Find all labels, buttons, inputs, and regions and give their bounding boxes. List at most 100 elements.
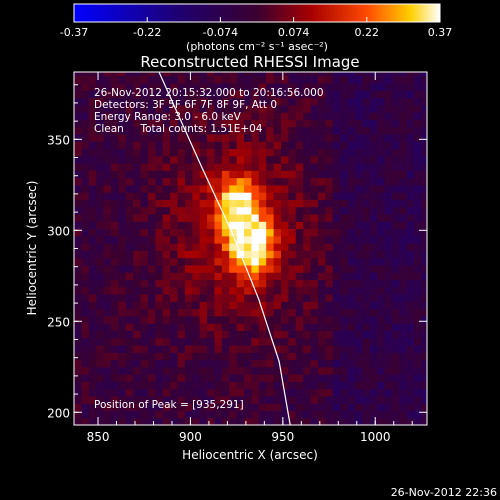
heatmap-cell — [295, 344, 304, 353]
heatmap-cell — [303, 112, 312, 120]
heatmap-cell — [332, 75, 341, 84]
heatmap-cell — [133, 199, 142, 208]
heatmap-cell — [199, 213, 208, 222]
heatmap-cell — [133, 192, 142, 200]
heatmap-cell — [74, 395, 82, 404]
heatmap-cell — [399, 90, 408, 99]
heatmap-cell — [177, 243, 186, 251]
heatmap-cell — [258, 235, 267, 244]
heatmap-cell — [155, 403, 164, 412]
heatmap-cell — [325, 213, 334, 222]
heatmap-cell — [377, 323, 386, 331]
heatmap-cell — [340, 308, 349, 317]
heatmap-cell — [332, 170, 341, 179]
heatmap-cell — [325, 352, 334, 361]
heatmap-cell — [273, 264, 282, 273]
heatmap-cell — [362, 315, 371, 324]
heatmap-cell — [140, 308, 149, 317]
heatmap-cell — [155, 272, 164, 281]
heatmap-cell — [280, 112, 289, 120]
heatmap-cell — [280, 272, 289, 281]
heatmap-cell — [170, 279, 179, 288]
heatmap-cell — [347, 177, 356, 186]
heatmap-cell — [81, 257, 90, 266]
heatmap-cell — [421, 184, 427, 193]
heatmap-cell — [384, 104, 393, 113]
heatmap-cell — [125, 257, 134, 266]
y-tick-label: 250 — [47, 315, 70, 329]
heatmap-cell — [147, 90, 156, 99]
heatmap-cell — [133, 250, 142, 259]
heatmap-cell — [399, 82, 408, 91]
heatmap-cell — [251, 301, 260, 310]
heatmap-cell — [170, 170, 179, 179]
heatmap-cell — [384, 264, 393, 273]
heatmap-cell — [199, 352, 208, 361]
heatmap-cell — [74, 301, 82, 310]
heatmap-cell — [399, 184, 408, 193]
heatmap-cell — [354, 308, 363, 317]
heatmap-cell — [96, 97, 105, 106]
heatmap-cell — [325, 417, 334, 425]
heatmap-cell — [317, 359, 326, 368]
heatmap-cell — [74, 388, 82, 397]
heatmap-cell — [251, 199, 260, 208]
heatmap-cell — [362, 395, 371, 404]
heatmap-cell — [399, 162, 408, 171]
heatmap-cell — [332, 250, 341, 259]
heatmap-cell — [399, 155, 408, 164]
heatmap-cell — [155, 410, 164, 419]
heatmap-cell — [184, 90, 193, 99]
heatmap-cell — [354, 359, 363, 368]
heatmap-cell — [332, 279, 341, 288]
heatmap-cell — [147, 279, 156, 288]
heatmap-cell — [170, 264, 179, 273]
heatmap-cell — [325, 395, 334, 404]
heatmap-cell — [207, 388, 216, 397]
heatmap-cell — [251, 330, 260, 339]
heatmap-cell — [258, 148, 267, 157]
heatmap-cell — [192, 279, 201, 288]
heatmap-cell — [118, 155, 127, 164]
heatmap-cell — [273, 206, 282, 215]
heatmap-cell — [74, 410, 82, 419]
heatmap-cell — [362, 366, 371, 375]
heatmap-cell — [251, 126, 260, 135]
heatmap-cell — [147, 352, 156, 361]
heatmap-cell — [384, 72, 393, 77]
heatmap-cell — [229, 119, 238, 128]
heatmap-cell — [391, 162, 400, 171]
heatmap-cell — [414, 184, 423, 193]
heatmap-cell — [81, 155, 90, 164]
heatmap-cell — [162, 221, 171, 230]
heatmap-cell — [88, 119, 97, 128]
heatmap-cell — [81, 206, 90, 215]
heatmap-cell — [391, 323, 400, 331]
heatmap-cell — [391, 388, 400, 397]
heatmap-cell — [140, 90, 149, 99]
heatmap-cell — [258, 366, 267, 375]
heatmap-cell — [177, 417, 186, 425]
heatmap-cell — [303, 170, 312, 179]
heatmap-cell — [310, 141, 319, 150]
heatmap-cell — [170, 184, 179, 193]
heatmap-cell — [251, 82, 260, 91]
heatmap-cell — [103, 177, 112, 186]
heatmap-cell — [288, 206, 297, 215]
heatmap-cell — [155, 359, 164, 368]
y-tick-label: 200 — [47, 406, 70, 420]
heatmap-cell — [332, 308, 341, 317]
heatmap-cell — [207, 403, 216, 412]
heatmap-cell — [347, 148, 356, 157]
heatmap-cell — [162, 235, 171, 244]
heatmap-cell — [303, 315, 312, 324]
heatmap-cell — [384, 192, 393, 200]
heatmap-cell — [133, 148, 142, 157]
heatmap-cell — [170, 330, 179, 339]
heatmap-cell — [236, 403, 245, 412]
heatmap-cell — [340, 221, 349, 230]
heatmap-cell — [280, 301, 289, 310]
heatmap-cell — [347, 366, 356, 375]
heatmap-cell — [110, 293, 119, 302]
heatmap-cell — [118, 112, 127, 120]
